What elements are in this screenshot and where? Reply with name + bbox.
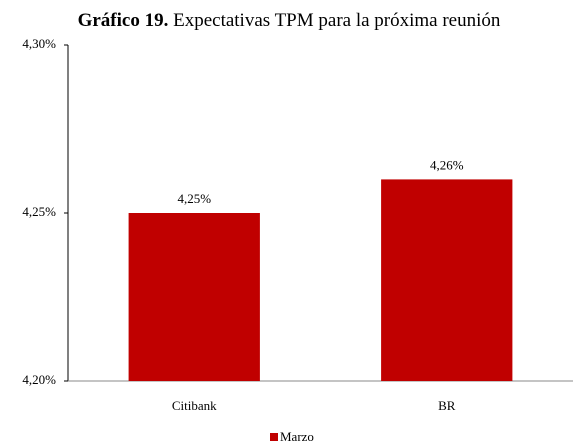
value-label: 4,25% [177, 191, 211, 206]
y-tick-label: 4,25% [22, 204, 56, 219]
bar [381, 179, 513, 381]
y-tick-label: 4,30% [22, 36, 56, 51]
bar [128, 213, 260, 381]
value-label: 4,26% [430, 157, 464, 172]
chart-title: Expectativas TPM para la próxima reunión [173, 10, 501, 31]
legend-swatch [270, 433, 278, 441]
x-tick-label: BR [438, 398, 456, 413]
chart-title-group: Gráfico 19. Expectativas TPM para la pró… [78, 10, 501, 31]
legend-label: Marzo [280, 429, 314, 444]
y-tick-label: 4,20% [22, 372, 56, 387]
x-tick-label: Citibank [172, 398, 217, 413]
chart-title-prefix: Gráfico 19. [78, 10, 169, 31]
